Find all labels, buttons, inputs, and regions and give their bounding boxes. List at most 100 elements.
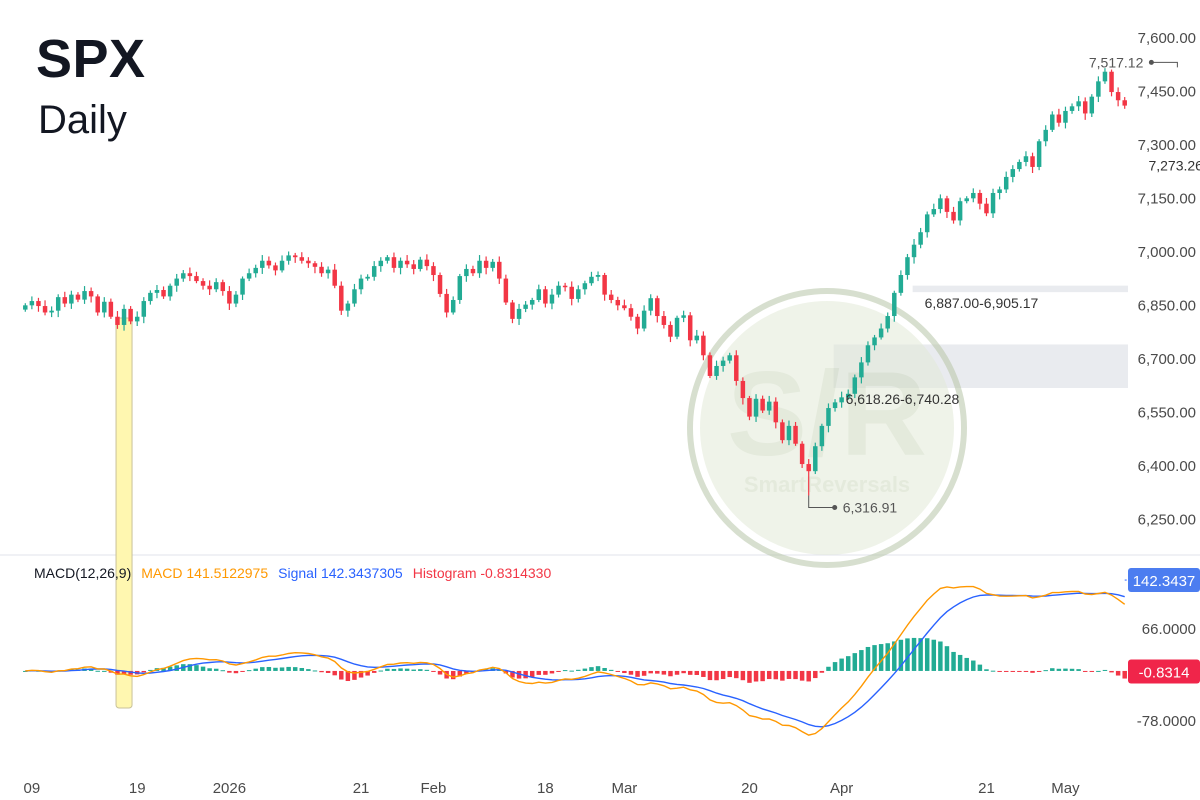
candle <box>845 389 851 400</box>
candle <box>595 271 601 282</box>
histogram-bar <box>734 670 739 679</box>
histogram-bar <box>1056 668 1062 671</box>
histogram-bar <box>339 670 344 680</box>
candle <box>687 312 693 347</box>
candle <box>806 459 811 496</box>
candle <box>102 297 107 318</box>
histogram-bar <box>1030 670 1035 673</box>
histogram-bar <box>628 670 634 675</box>
histogram-bar <box>174 665 179 671</box>
candle-body <box>299 257 305 261</box>
time-axis-tick: May <box>1051 780 1080 797</box>
candle-body <box>556 285 561 295</box>
histogram-bar <box>1010 670 1016 672</box>
price-axis-tick: 7,600.00 <box>1138 30 1196 47</box>
candle <box>740 377 746 405</box>
candle-body <box>543 289 548 304</box>
candle-body <box>200 281 206 286</box>
histogram-bar <box>668 670 673 677</box>
candle-body <box>42 306 48 313</box>
candle-body <box>1017 161 1022 170</box>
price-axis-tick: 6,850.00 <box>1138 297 1196 314</box>
candle <box>141 297 147 324</box>
histogram-bar <box>319 670 324 673</box>
candle-body <box>589 276 594 284</box>
time-axis-tick: Mar <box>611 780 637 797</box>
candle <box>786 420 792 446</box>
histogram-bar <box>984 669 989 671</box>
histogram-bar <box>826 666 831 671</box>
histogram-bar <box>576 669 581 671</box>
price-axis-tick: 7,300.00 <box>1138 137 1196 154</box>
candle-body <box>121 308 127 325</box>
histogram-bar <box>306 669 311 671</box>
histogram-bar <box>957 654 963 671</box>
histogram-bar <box>516 670 522 679</box>
candle-body <box>134 316 140 322</box>
candle <box>918 227 923 249</box>
histogram-bar <box>424 669 430 671</box>
histogram-bar <box>681 670 686 674</box>
candle-body <box>793 425 798 444</box>
candle-body <box>641 310 647 329</box>
candle-body <box>62 297 68 304</box>
histogram-bar <box>595 666 601 671</box>
candle-body <box>806 464 811 472</box>
candle-body <box>964 198 969 202</box>
candle-body <box>510 302 515 319</box>
candle <box>82 286 87 304</box>
candle-body <box>951 211 956 221</box>
histogram-bar <box>1063 668 1068 671</box>
candle <box>641 305 647 332</box>
histogram-bar <box>418 669 423 671</box>
histogram-bar <box>233 670 239 674</box>
candle <box>246 268 252 282</box>
candle-body <box>378 260 384 267</box>
candle-body <box>799 443 805 465</box>
candle-body <box>615 299 621 306</box>
histogram-bar <box>253 668 258 671</box>
candle-body <box>707 355 713 376</box>
candle <box>181 270 186 282</box>
candle-body <box>1096 81 1101 97</box>
candle-body <box>292 255 298 258</box>
candle <box>602 272 607 301</box>
candle <box>233 291 239 308</box>
candle <box>569 281 574 306</box>
candle-body <box>437 275 443 294</box>
candle-body <box>148 292 153 302</box>
candle <box>832 399 838 412</box>
candle-body <box>523 304 528 309</box>
candle-body <box>391 257 397 268</box>
candle-body <box>36 301 41 307</box>
signal-line <box>25 592 1125 728</box>
candle <box>615 296 621 311</box>
histogram-bar <box>543 670 548 675</box>
candle <box>108 298 114 319</box>
candle-body <box>1063 110 1068 123</box>
candle-body <box>714 365 719 376</box>
histogram-bar <box>378 670 384 672</box>
low-label: 6,316.91 <box>843 499 898 515</box>
candle <box>990 188 996 218</box>
candle <box>1023 151 1029 167</box>
candle-body <box>483 260 489 268</box>
candle-body <box>358 278 364 290</box>
histogram-bar <box>944 646 950 671</box>
macd-legend-indicator: MACD(12,26,9) <box>34 565 132 581</box>
candle <box>839 391 844 408</box>
macd-line <box>25 585 1126 736</box>
candle-body <box>549 294 555 304</box>
candle <box>42 300 48 316</box>
histogram-bar <box>635 670 640 677</box>
histogram-bar <box>1023 670 1029 672</box>
histogram-bar <box>398 668 403 671</box>
histogram-bar <box>786 670 792 679</box>
histogram-bar <box>898 639 904 671</box>
histogram-bar <box>885 643 890 671</box>
histogram-bar <box>799 670 805 681</box>
candle <box>1030 152 1035 174</box>
candle <box>253 264 258 278</box>
candle <box>747 395 752 421</box>
